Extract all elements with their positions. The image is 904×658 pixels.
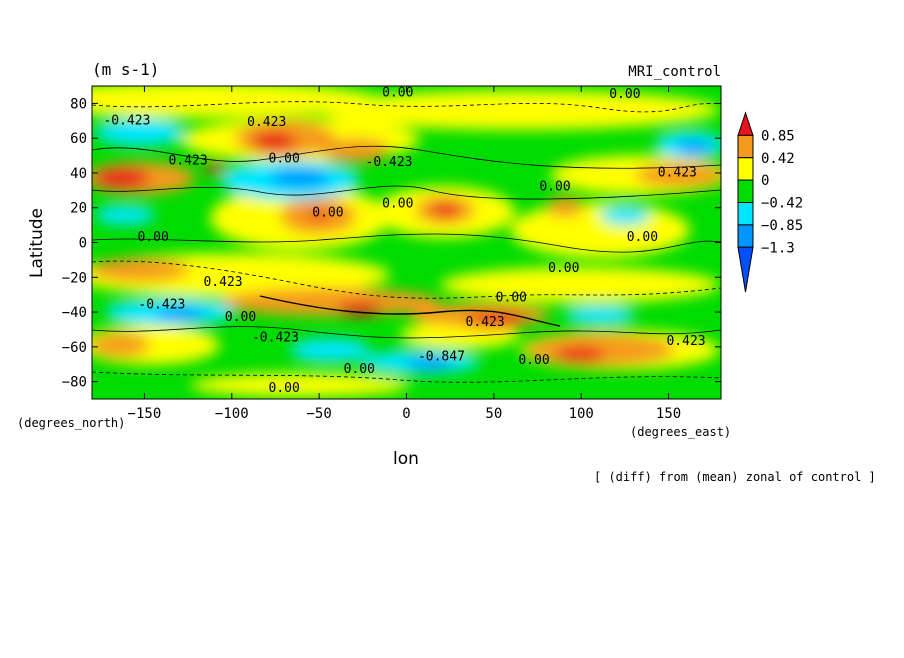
x-tick-label: 150	[656, 406, 681, 422]
x-tick-label: −100	[215, 406, 249, 422]
chart-title: MRI_control	[628, 64, 721, 80]
legend-level-label: 0.85	[761, 128, 795, 144]
contour-labels: -0.423 0.00 0.00 0.423 0.423 0.00 -0.423 0.00 0.…	[103, 85, 705, 396]
contour-label: -0.423	[138, 298, 185, 313]
y-tick-label: 80	[70, 96, 87, 112]
legend-level-label: −1.3	[761, 240, 795, 256]
contour-label: -0.423	[252, 331, 299, 346]
legend-swatch-bottom	[737, 246, 754, 293]
legend-swatch	[737, 134, 754, 159]
contour-label: 0.00	[269, 381, 300, 396]
y-axis-title: Latitude	[27, 208, 47, 278]
y-tick-label: −20	[62, 270, 87, 286]
y-tick-label: −40	[62, 305, 87, 321]
legend-level-label: −0.42	[761, 196, 803, 212]
contour-label: -0.423	[103, 113, 150, 128]
y-tick-label: −60	[62, 340, 87, 356]
contour-label: 0.423	[169, 153, 208, 168]
y-tick-label: −80	[62, 375, 87, 391]
contour-label: 0.423	[203, 275, 242, 290]
y-tick-label: 60	[70, 131, 87, 147]
units-label: (m s-1)	[92, 60, 159, 79]
legend-swatch	[737, 179, 754, 203]
contour-label: -0.423	[366, 155, 413, 170]
legend-level-label: 0	[761, 173, 769, 189]
contour-label: 0.00	[312, 205, 343, 220]
contour-label: 0.423	[658, 165, 697, 180]
contour-label: 0.00	[609, 87, 640, 102]
contour-label: 0.00	[269, 152, 300, 167]
contour-lines	[92, 101, 721, 383]
x-axis-title: lon	[393, 449, 419, 469]
x-axis: −150 −100 −50 0 50 100 150	[128, 86, 681, 422]
legend-level-label: −0.85	[761, 218, 803, 234]
contour-label: 0.00	[548, 261, 579, 276]
y-axis: −80 −60 −40 −20 0 20 40 60 80	[62, 96, 721, 391]
contour-label: 0.00	[344, 362, 375, 377]
x-tick-label: 0	[402, 406, 410, 422]
contour-label: 0.423	[666, 334, 705, 349]
plot-area: -0.423 0.00 0.00 0.423 0.423 0.00 -0.423 0.00 0.…	[92, 85, 721, 399]
color-legend: 0.85 0.42 0 −0.42 −0.85 −1.3	[737, 111, 803, 293]
y-tick-label: 40	[70, 166, 87, 182]
contour-label: 0.00	[382, 85, 413, 100]
x-tick-label: −50	[306, 406, 331, 422]
contour-label: 0.00	[627, 230, 658, 245]
y-unit-label: (degrees_north)	[17, 416, 125, 430]
contour-label: 0.423	[247, 115, 286, 130]
contour-label: 0.00	[137, 230, 168, 245]
contour-label: 0.00	[518, 353, 549, 368]
x-tick-label: 100	[569, 406, 594, 422]
legend-swatch	[737, 157, 754, 181]
x-unit-label: (degrees_east)	[630, 425, 731, 439]
contour-label: 0.423	[466, 315, 505, 330]
contour-label: 0.00	[382, 197, 413, 212]
contour-label: 0.00	[539, 179, 570, 194]
legend-swatch	[737, 224, 754, 248]
x-tick-label: 50	[485, 406, 502, 422]
x-tick-label: −150	[128, 406, 162, 422]
legend-level-label: 0.42	[761, 151, 795, 167]
legend-swatch-top	[737, 111, 754, 136]
contour-label: -0.847	[418, 350, 465, 365]
contour-label: 0.00	[496, 291, 527, 306]
field-blobs	[92, 86, 721, 397]
y-tick-label: 20	[70, 201, 87, 217]
footnote: [ (diff) from (mean) zonal of control ]	[594, 470, 876, 484]
legend-swatch	[737, 202, 754, 226]
y-tick-label: 0	[79, 236, 87, 252]
contour-label: 0.00	[225, 310, 256, 325]
